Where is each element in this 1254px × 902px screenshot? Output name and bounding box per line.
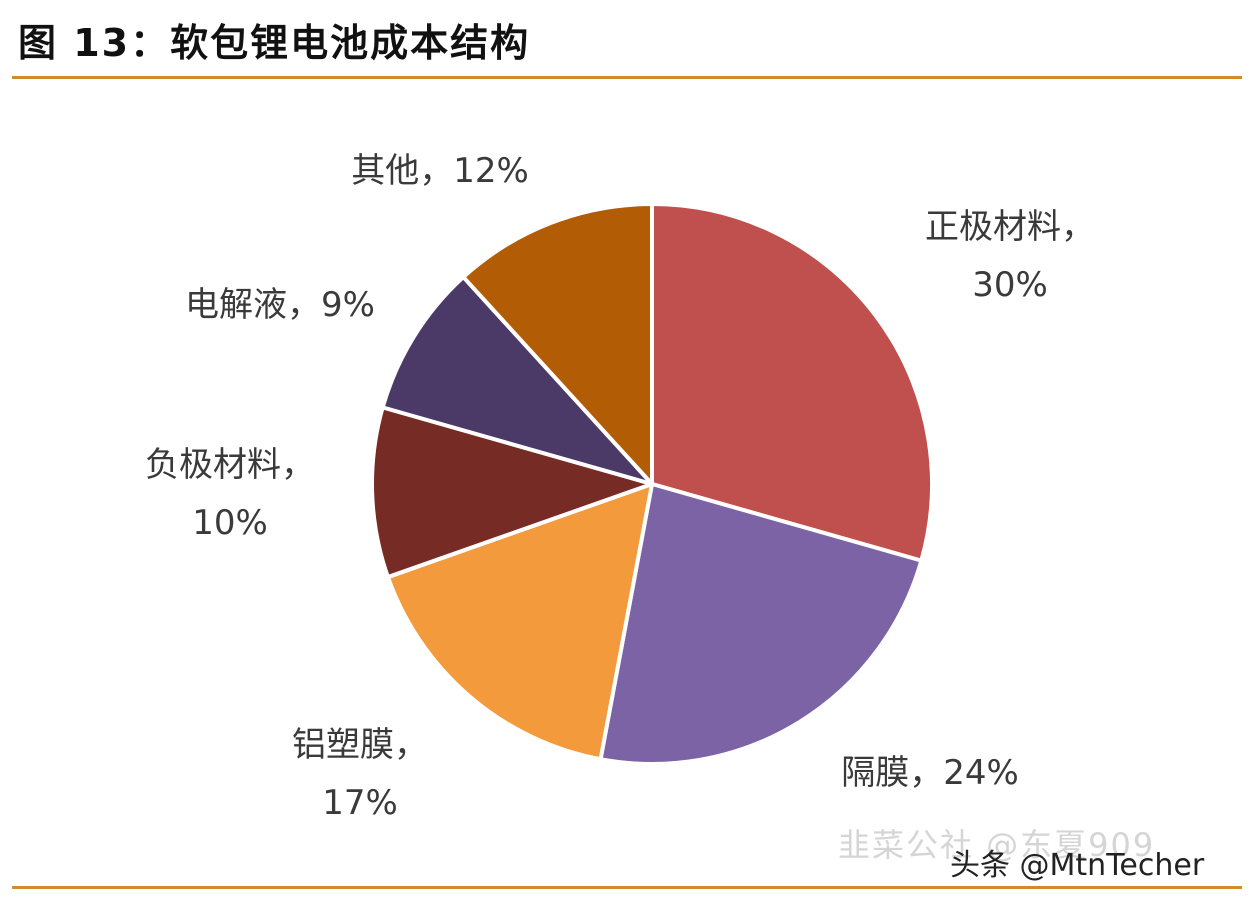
slice-label-3: 铝塑膜， 17% <box>250 716 470 832</box>
pie-slice-5 <box>380 275 654 486</box>
slice-label-1: 正极材料， 30% <box>900 198 1120 314</box>
slice-label-value: 17% <box>322 783 398 823</box>
slice-label-value: 9% <box>321 285 375 325</box>
pie-slice-4 <box>370 405 654 580</box>
pie-slice-3 <box>385 482 654 762</box>
pie-slice-2 <box>598 482 924 766</box>
slice-label-separator: ， <box>281 445 315 485</box>
slice-label-name: 负极材料 <box>145 445 281 485</box>
slice-label-name: 铝塑膜 <box>292 725 394 765</box>
slice-label-value: 10% <box>192 503 268 543</box>
slice-label-separator: ， <box>1061 207 1095 247</box>
watermark-faint: 韭菜公社 @东夏909 <box>838 826 1156 864</box>
top-rule <box>12 76 1242 79</box>
slice-label-value: 24% <box>943 753 1019 793</box>
pie-slice-6 <box>461 202 654 486</box>
slice-label-separator: ， <box>909 753 944 793</box>
slice-label-separator: ， <box>287 285 322 325</box>
slice-label-name: 正极材料 <box>925 207 1061 247</box>
slice-label-name: 电解液 <box>185 285 288 325</box>
bottom-rule <box>12 886 1242 889</box>
slice-label-6: 其他，12% <box>320 142 560 200</box>
slice-label-4: 负极材料， 10% <box>110 436 350 552</box>
slice-label-5: 电解液，9% <box>150 276 410 334</box>
slice-label-2: 隔膜，24% <box>810 744 1050 802</box>
chart-title: 图 13：软包锂电池成本结构 <box>18 21 531 65</box>
slice-label-name: 隔膜 <box>841 753 910 793</box>
slice-label-value: 12% <box>453 151 529 191</box>
watermark-main: 头条 @MtnTecher <box>950 848 1205 883</box>
pie-slice-1 <box>650 202 934 563</box>
slice-label-separator: ， <box>419 151 454 191</box>
slice-label-separator: ， <box>394 725 428 765</box>
slice-label-value: 30% <box>972 265 1048 305</box>
slice-label-name: 其他 <box>351 151 420 191</box>
